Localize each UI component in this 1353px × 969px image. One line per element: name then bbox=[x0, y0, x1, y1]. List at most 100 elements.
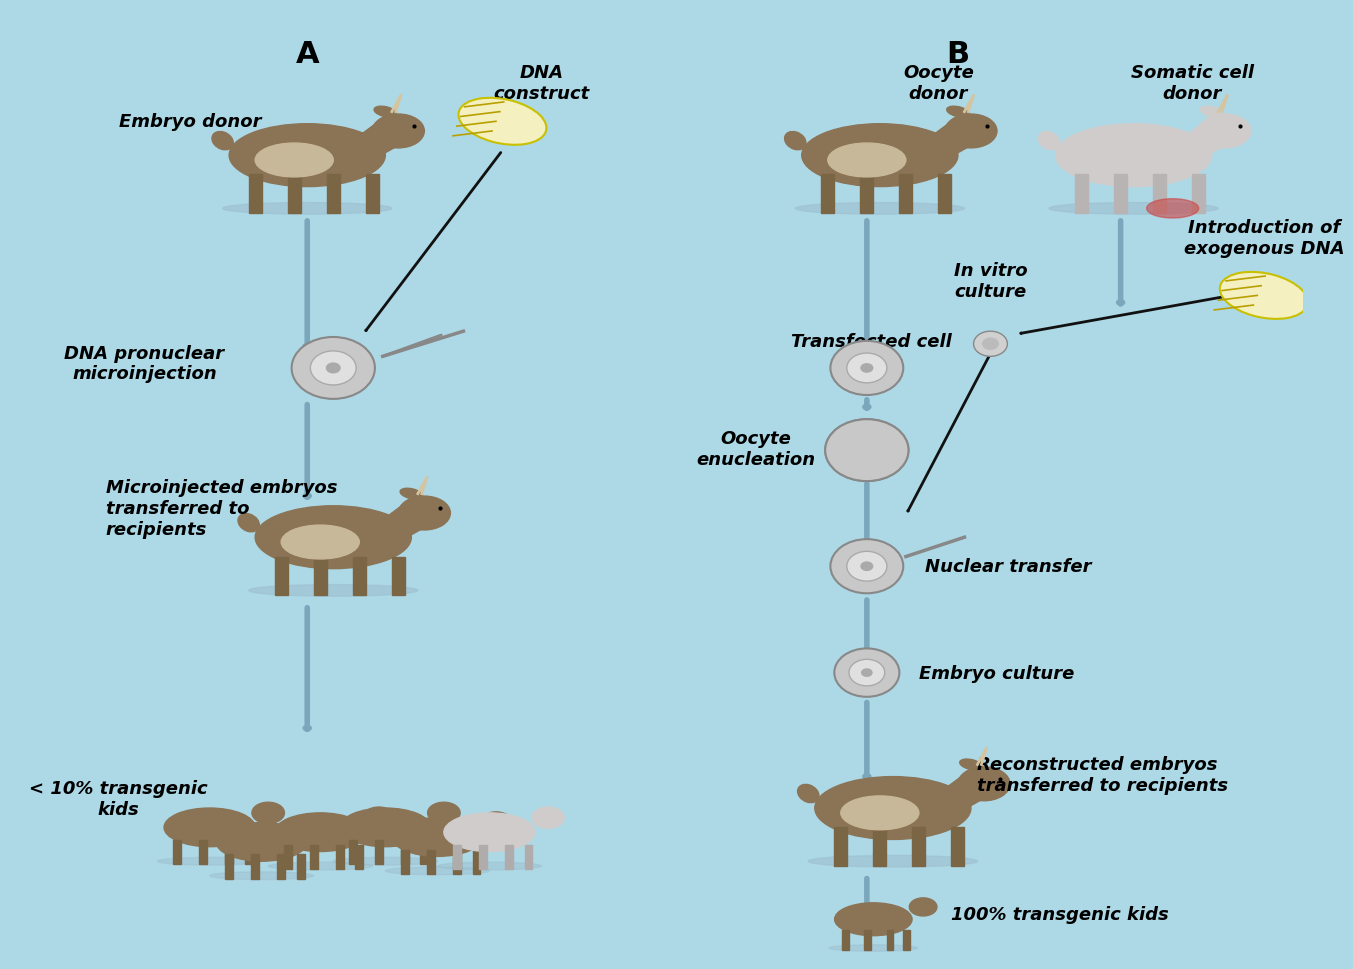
Bar bbox=[1114, 175, 1127, 214]
Bar bbox=[865, 930, 871, 951]
Text: < 10% transgenic
kids: < 10% transgenic kids bbox=[30, 779, 208, 818]
Ellipse shape bbox=[480, 812, 513, 833]
Ellipse shape bbox=[444, 813, 534, 852]
Bar bbox=[310, 845, 318, 869]
Ellipse shape bbox=[372, 115, 425, 148]
Text: Embryo donor: Embryo donor bbox=[119, 113, 261, 131]
Text: B: B bbox=[946, 40, 970, 69]
Circle shape bbox=[825, 420, 908, 482]
Ellipse shape bbox=[428, 802, 460, 824]
Ellipse shape bbox=[959, 760, 982, 770]
Ellipse shape bbox=[256, 506, 411, 569]
Ellipse shape bbox=[281, 525, 360, 559]
Bar bbox=[428, 850, 434, 874]
Bar bbox=[904, 930, 909, 951]
Bar bbox=[525, 845, 532, 869]
Ellipse shape bbox=[1038, 133, 1059, 150]
Ellipse shape bbox=[249, 585, 418, 597]
Circle shape bbox=[982, 338, 999, 351]
Bar bbox=[1192, 175, 1206, 214]
Circle shape bbox=[848, 660, 885, 686]
Circle shape bbox=[825, 420, 908, 482]
Bar bbox=[939, 175, 951, 214]
Bar bbox=[505, 845, 513, 869]
Ellipse shape bbox=[400, 488, 422, 500]
Ellipse shape bbox=[815, 777, 971, 839]
Ellipse shape bbox=[785, 133, 806, 150]
Polygon shape bbox=[360, 117, 398, 161]
Bar bbox=[843, 930, 850, 951]
Text: 100% transgenic kids: 100% transgenic kids bbox=[951, 905, 1169, 923]
Polygon shape bbox=[1185, 117, 1224, 161]
Ellipse shape bbox=[1199, 115, 1250, 148]
Bar bbox=[199, 840, 207, 864]
Ellipse shape bbox=[216, 823, 307, 861]
Circle shape bbox=[861, 363, 874, 373]
Ellipse shape bbox=[373, 108, 396, 118]
Ellipse shape bbox=[386, 867, 490, 875]
Bar bbox=[861, 175, 873, 214]
Bar bbox=[375, 840, 383, 864]
Bar bbox=[275, 557, 288, 596]
Bar bbox=[951, 828, 965, 866]
Ellipse shape bbox=[275, 813, 365, 852]
Bar bbox=[353, 557, 365, 596]
Bar bbox=[900, 175, 912, 214]
Ellipse shape bbox=[835, 903, 912, 936]
Text: Reconstructed embryos
transferred to recipients: Reconstructed embryos transferred to rec… bbox=[977, 755, 1229, 794]
Text: Microinjected embryos
transferred to
recipients: Microinjected embryos transferred to rec… bbox=[106, 479, 337, 539]
Bar bbox=[277, 855, 285, 879]
Ellipse shape bbox=[229, 125, 386, 187]
Ellipse shape bbox=[798, 785, 819, 802]
Ellipse shape bbox=[459, 99, 547, 145]
Ellipse shape bbox=[796, 203, 965, 215]
Bar bbox=[336, 845, 344, 869]
Ellipse shape bbox=[392, 818, 483, 857]
Bar bbox=[392, 557, 405, 596]
Bar bbox=[400, 840, 409, 864]
Bar bbox=[453, 845, 461, 869]
Circle shape bbox=[292, 337, 375, 399]
Bar bbox=[288, 175, 300, 214]
Polygon shape bbox=[944, 769, 984, 813]
Ellipse shape bbox=[1200, 108, 1223, 118]
Text: Transfected cell: Transfected cell bbox=[790, 332, 951, 351]
Ellipse shape bbox=[437, 862, 541, 870]
Bar bbox=[296, 855, 304, 879]
Circle shape bbox=[835, 649, 900, 697]
Ellipse shape bbox=[944, 115, 997, 148]
Text: DNA pronuclear
microinjection: DNA pronuclear microinjection bbox=[65, 344, 225, 383]
Ellipse shape bbox=[909, 898, 938, 916]
Ellipse shape bbox=[947, 108, 969, 118]
Text: Somatic cell
donor: Somatic cell donor bbox=[1131, 64, 1254, 103]
Ellipse shape bbox=[157, 858, 261, 865]
Bar bbox=[421, 840, 429, 864]
Text: Oocyte
enucleation: Oocyte enucleation bbox=[697, 429, 816, 468]
Bar bbox=[472, 850, 480, 874]
Bar bbox=[349, 840, 357, 864]
Bar bbox=[400, 850, 409, 874]
Text: Introduction of
exogenous DNA: Introduction of exogenous DNA bbox=[1184, 219, 1344, 258]
Bar bbox=[886, 930, 893, 951]
Bar bbox=[252, 855, 258, 879]
Bar bbox=[365, 175, 379, 214]
Circle shape bbox=[831, 540, 904, 594]
Circle shape bbox=[847, 551, 886, 581]
Bar bbox=[326, 175, 340, 214]
Ellipse shape bbox=[1049, 203, 1218, 215]
Polygon shape bbox=[386, 499, 425, 543]
Bar bbox=[453, 850, 461, 874]
Bar bbox=[821, 175, 835, 214]
Ellipse shape bbox=[304, 817, 337, 838]
Circle shape bbox=[326, 363, 341, 374]
Ellipse shape bbox=[398, 496, 451, 530]
Ellipse shape bbox=[808, 856, 977, 867]
Ellipse shape bbox=[212, 133, 233, 150]
Ellipse shape bbox=[340, 808, 430, 847]
Text: DNA
construct: DNA construct bbox=[494, 64, 590, 103]
Text: Nuclear transfer: Nuclear transfer bbox=[925, 557, 1092, 576]
Circle shape bbox=[310, 352, 356, 386]
Ellipse shape bbox=[223, 203, 392, 215]
Ellipse shape bbox=[268, 862, 372, 870]
Circle shape bbox=[861, 562, 874, 572]
